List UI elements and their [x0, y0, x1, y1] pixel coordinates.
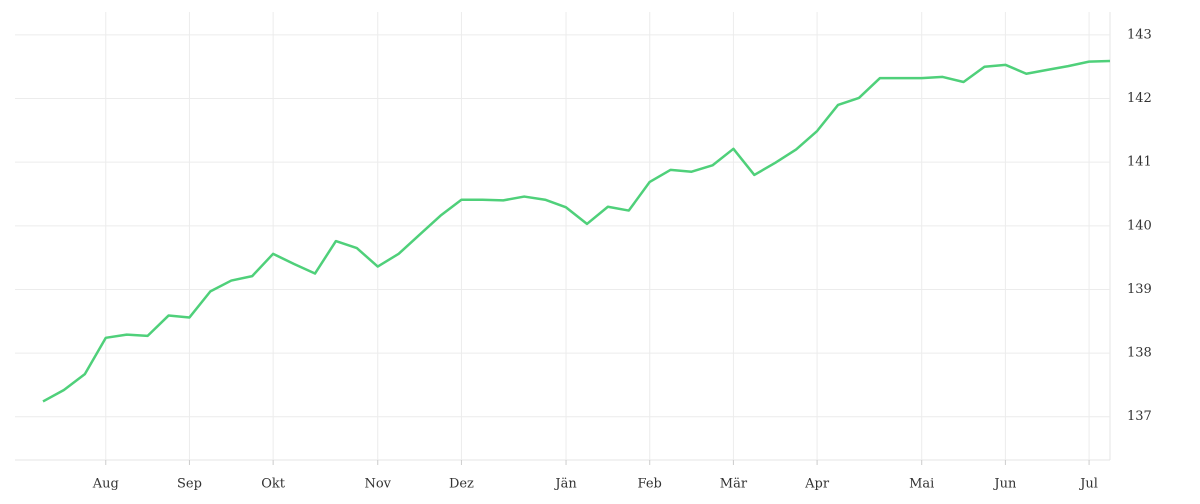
x-tick-label: Feb: [638, 477, 662, 492]
y-tick-label: 138: [1127, 346, 1152, 361]
y-tick-label: 137: [1127, 409, 1152, 424]
x-tick-label: Jän: [553, 477, 577, 492]
x-tick-label: Jul: [1078, 477, 1098, 492]
x-tick-label: Dez: [449, 477, 474, 492]
x-tick-label: Mär: [720, 477, 748, 492]
x-tick-label: Aug: [92, 477, 119, 492]
x-tick-label: Nov: [364, 477, 391, 492]
y-tick-label: 143: [1127, 27, 1152, 42]
x-tick-label: Sep: [177, 477, 202, 492]
x-tick-label: Mai: [909, 477, 934, 492]
y-tick-label: 142: [1127, 91, 1152, 106]
y-tick-label: 139: [1127, 282, 1152, 297]
y-tick-label: 140: [1127, 218, 1152, 233]
y-tick-label: 141: [1127, 155, 1152, 170]
x-tick-label: Jun: [992, 477, 1017, 492]
x-tick-label: Okt: [261, 477, 286, 492]
series-line: [42, 59, 1111, 403]
x-tick-label: Apr: [804, 477, 830, 492]
